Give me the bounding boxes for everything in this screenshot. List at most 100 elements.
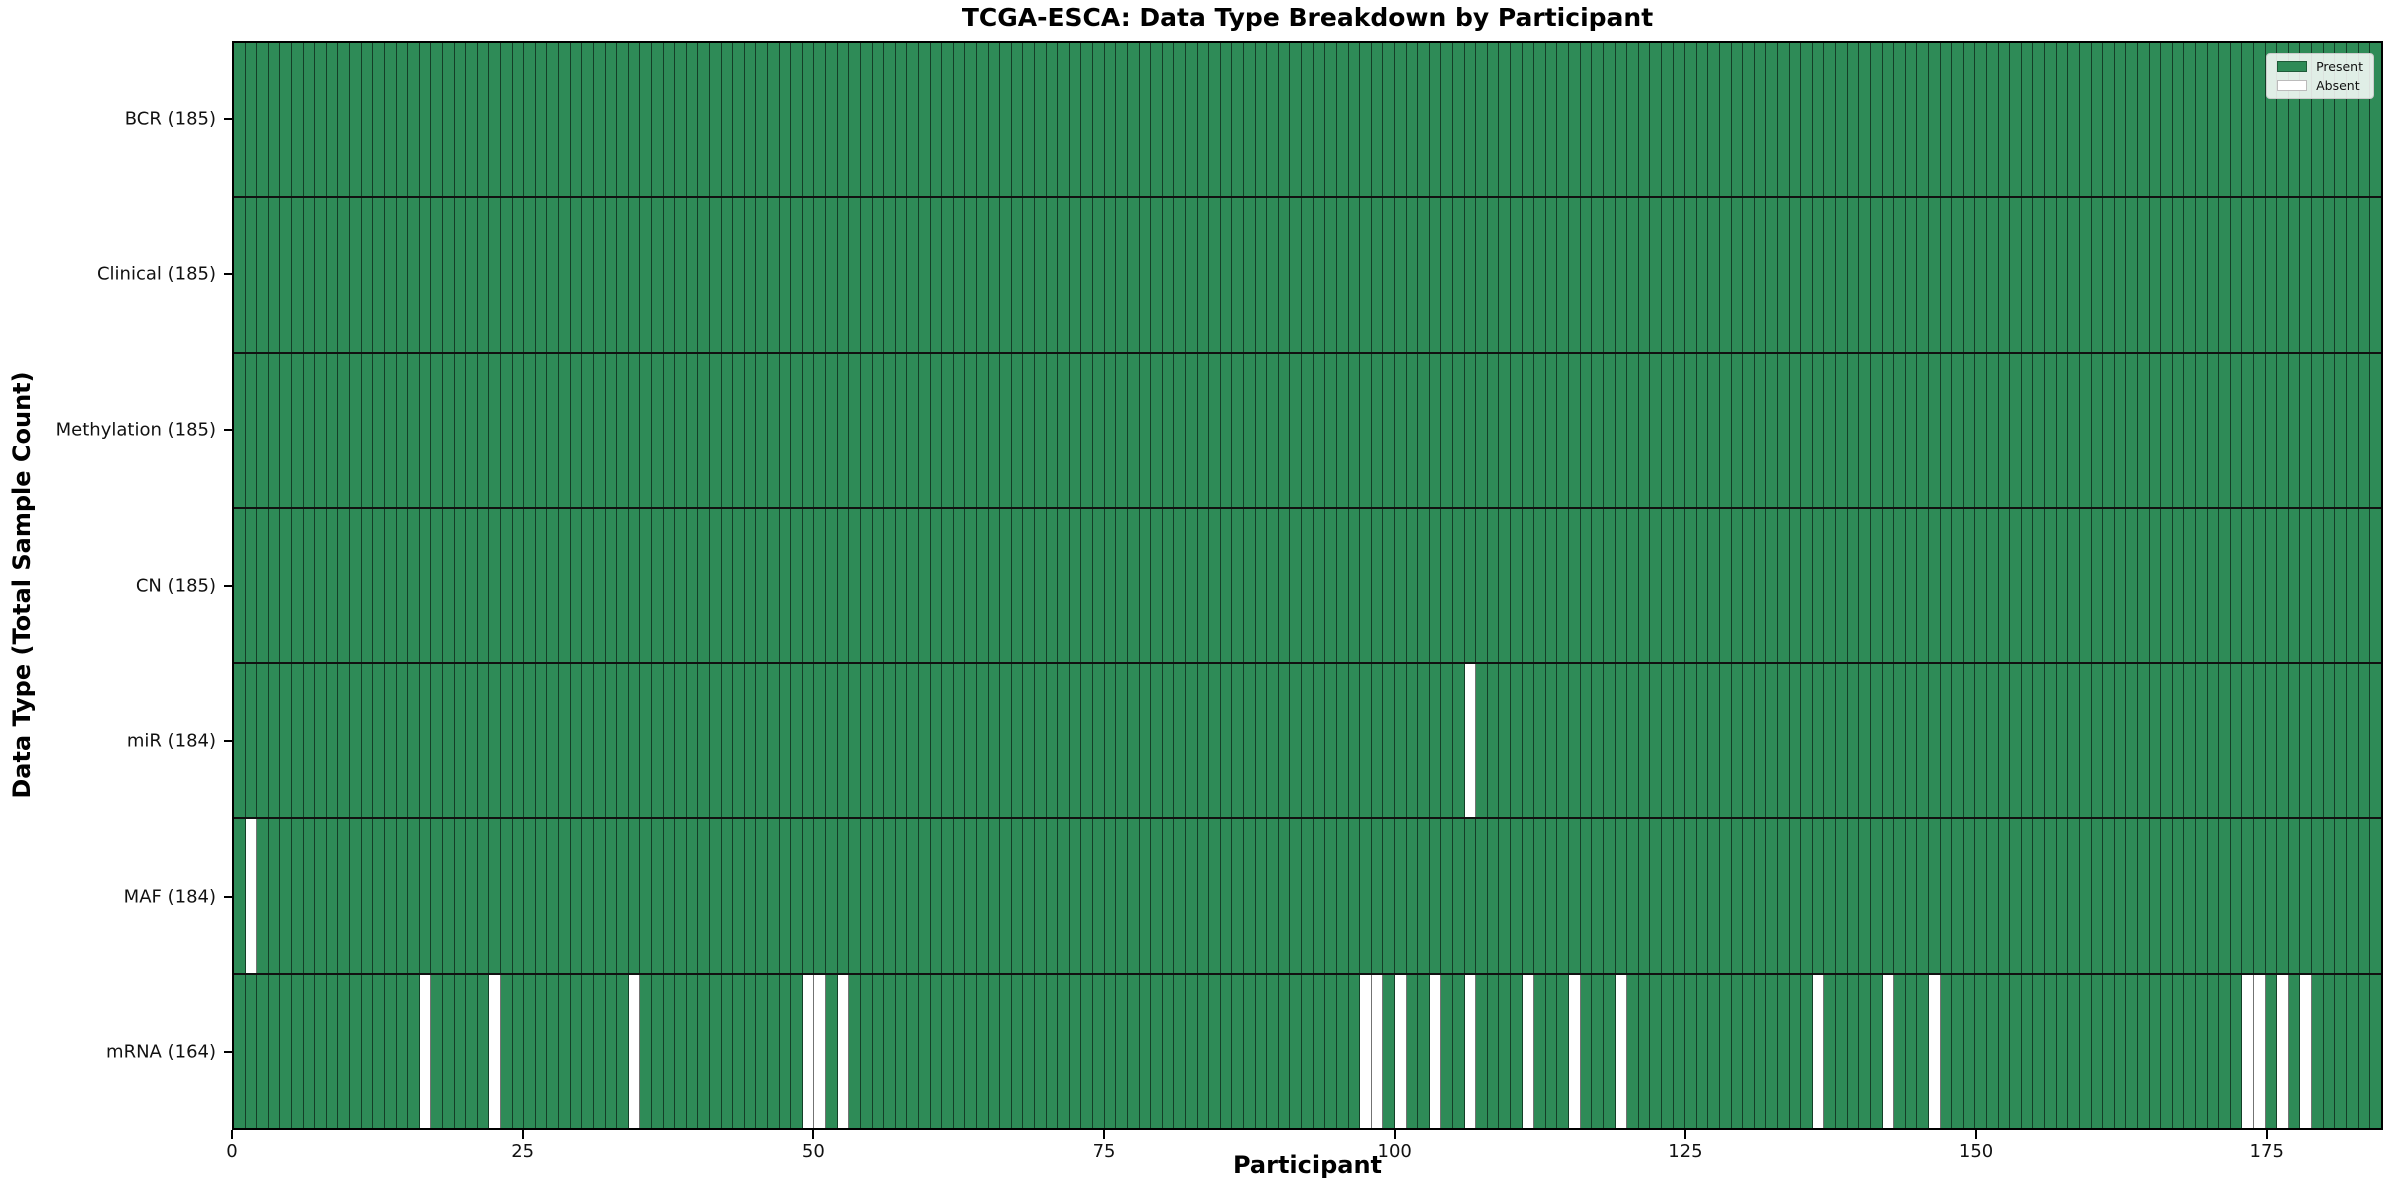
heatmap-cell (501, 353, 513, 507)
heatmap-cell (1290, 819, 1303, 973)
heatmap-cell (2161, 974, 2173, 1128)
heatmap-cell (1754, 353, 1767, 507)
heatmap-cell (2254, 664, 2266, 818)
heatmap-cell (234, 974, 246, 1128)
heatmap-cell (1743, 353, 1755, 507)
heatmap-cell (315, 353, 327, 507)
heatmap-cell (918, 43, 931, 197)
heatmap-cell (2126, 819, 2138, 973)
heatmap-cell (1998, 974, 2011, 1128)
heatmap-cell (396, 974, 409, 1128)
heatmap-cell (1209, 43, 1221, 197)
heatmap-cell (1418, 508, 1430, 663)
heatmap-cell (361, 353, 374, 507)
heatmap-cell (1035, 974, 1047, 1128)
heatmap-cell (1035, 43, 1047, 197)
heatmap-cell (524, 508, 536, 663)
heatmap-cell (2219, 819, 2231, 973)
heatmap-cell (2045, 974, 2057, 1128)
heatmap-cell (1348, 198, 1361, 352)
heatmap-cell (721, 353, 734, 507)
heatmap-cell (1185, 353, 1198, 507)
heatmap-cell (268, 43, 281, 197)
heatmap-cell (1998, 198, 2011, 352)
heatmap-cell (1963, 508, 1976, 663)
heatmap-cell (559, 353, 571, 507)
heatmap-cell (1754, 43, 1767, 197)
heatmap-cell (2184, 43, 2196, 197)
heatmap-cell (1754, 198, 1767, 352)
heatmap-cell (1011, 508, 1024, 663)
heatmap-cell (303, 664, 316, 818)
heatmap-cell (1708, 664, 1720, 818)
heatmap-cell (791, 819, 803, 973)
heatmap-cell (1998, 819, 2011, 973)
heatmap-cell (1104, 43, 1117, 197)
heatmap-cell (2370, 353, 2381, 507)
heatmap-cell (895, 43, 908, 197)
heatmap-cell (1023, 353, 1036, 507)
heatmap-cell (2207, 819, 2220, 973)
heatmap-cell (570, 43, 583, 197)
heatmap-cell (1220, 974, 1233, 1128)
heatmap-cell (1290, 198, 1303, 352)
heatmap-cell (466, 353, 478, 507)
heatmap-cell (1743, 508, 1755, 663)
heatmap-cell (768, 508, 780, 663)
heatmap-cell (466, 198, 478, 352)
heatmap-cell (953, 353, 966, 507)
heatmap-cell (431, 198, 443, 352)
heatmap-cell (1464, 43, 1477, 197)
heatmap-cell (2033, 353, 2046, 507)
heatmap-cell (524, 353, 536, 507)
heatmap-cell (1452, 43, 1465, 197)
heatmap-cell (1360, 974, 1372, 1128)
heatmap-cell (965, 43, 977, 197)
heatmap-cell (373, 819, 385, 973)
heatmap-cell (884, 508, 896, 663)
heatmap-cell (2079, 198, 2092, 352)
heatmap-cell (408, 508, 420, 663)
heatmap-cell (2195, 198, 2208, 352)
heatmap-cell (2358, 43, 2371, 197)
heatmap-cell (1812, 819, 1825, 973)
heatmap-cell (1882, 974, 1895, 1128)
heatmap-cell (826, 664, 838, 818)
heatmap-cell (814, 198, 827, 352)
heatmap-cell (2207, 974, 2220, 1128)
heatmap-cell (1998, 43, 2011, 197)
heatmap-cell (1812, 353, 1825, 507)
y-tick-mark (224, 117, 232, 120)
heatmap-cell (2335, 43, 2347, 197)
heatmap-cell (2207, 198, 2220, 352)
heatmap-cell (1987, 43, 1999, 197)
heatmap-cell (2161, 664, 2173, 818)
heatmap-cell (431, 508, 443, 663)
heatmap-cell (698, 974, 710, 1128)
heatmap-cell (1220, 353, 1233, 507)
heatmap-cell (1894, 43, 1906, 197)
heatmap-cell (1244, 974, 1256, 1128)
heatmap-cell (396, 43, 409, 197)
heatmap-cell (1302, 508, 1314, 663)
x-tick-label: 150 (1958, 1141, 1994, 1162)
heatmap-cell (1162, 43, 1175, 197)
heatmap-cell (512, 198, 525, 352)
heatmap-cell (872, 198, 885, 352)
heatmap-cell (744, 974, 757, 1128)
heatmap-cell (1232, 353, 1245, 507)
heatmap-cell (1778, 974, 1790, 1128)
heatmap-cell (1766, 43, 1779, 197)
heatmap-cell (2126, 508, 2138, 663)
heatmap-cell (1836, 508, 1848, 663)
heatmap-cell (547, 198, 560, 352)
heatmap-cell (1917, 43, 1929, 197)
heatmap-cell (872, 43, 885, 197)
heatmap-cell (1348, 353, 1361, 507)
heatmap-cell (384, 353, 397, 507)
heatmap-cell (640, 819, 652, 973)
heatmap-row-MAF (234, 819, 2381, 975)
heatmap-cell (2137, 974, 2150, 1128)
heatmap-cell (1499, 508, 1512, 663)
heatmap-cell (2079, 664, 2092, 818)
